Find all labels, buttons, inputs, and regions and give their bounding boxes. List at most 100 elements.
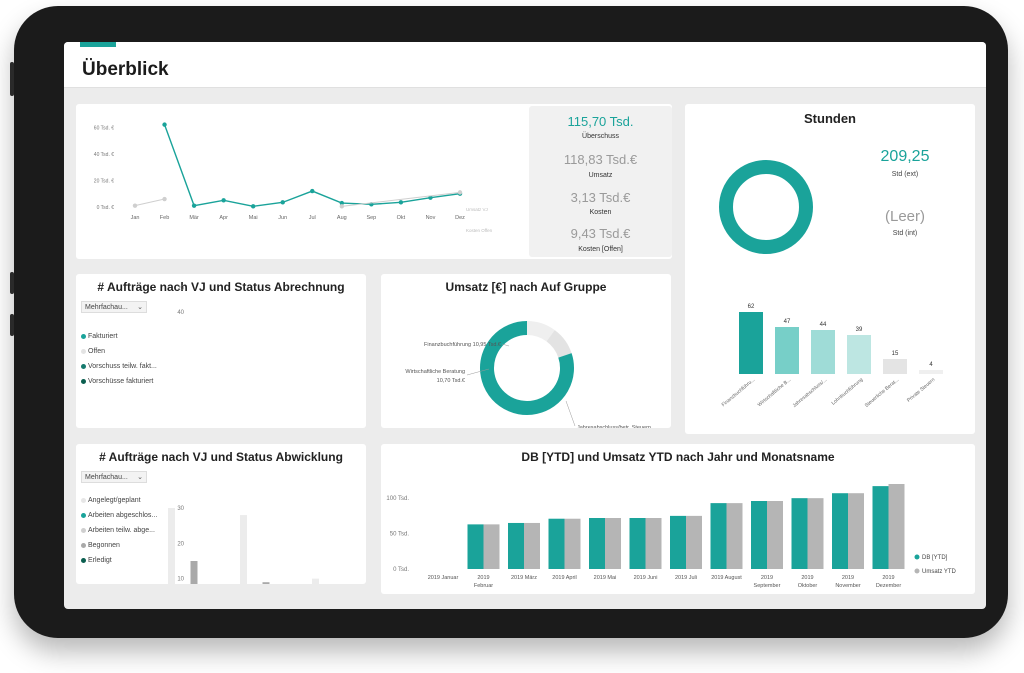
x-tick-label: Dezember	[876, 583, 902, 589]
umsatz-gruppe-title: Umsatz [€] nach Auf Gruppe	[445, 280, 607, 294]
leader-line	[501, 343, 510, 347]
db-ytd-bar	[710, 503, 727, 569]
y-tick-label: 0 Tsd. €	[97, 205, 115, 211]
legend-item[interactable]: Angelegt/geplant	[81, 497, 141, 504]
legend-item[interactable]: Begonnen	[81, 542, 120, 549]
x-tick-label: 2019 Juli	[675, 575, 697, 581]
x-tick-label: 2019	[477, 575, 489, 581]
stunden-int-value: (Leer)	[884, 208, 925, 225]
data-point	[191, 203, 197, 208]
db-ytd-bar	[589, 518, 605, 569]
x-tick-label: Okt	[397, 215, 406, 221]
abrechnung-filter-dropdown[interactable]: Mehrfachau... ⌄	[81, 301, 147, 313]
x-tick-label: Jan	[131, 215, 140, 221]
data-point	[162, 122, 167, 127]
abrechnung-bar-chart[interactable]: 02040201920202021	[156, 274, 366, 428]
side-button	[10, 62, 14, 96]
data-point	[339, 204, 345, 209]
legend-item[interactable]: Arbeiten abgeschlos...	[81, 512, 157, 519]
page-title: Überblick	[82, 59, 169, 80]
data-point	[280, 200, 285, 205]
stunden-ext-label: Std (ext)	[891, 171, 919, 178]
stunden-bar	[775, 327, 799, 374]
kpi-umsatz-value: 118,83 Tsd.€	[563, 152, 638, 167]
umsatz-ytd-bar	[483, 524, 500, 569]
monthly-line-chart[interactable]: 0 Tsd. € 20 Tsd. € 40 Tsd. € 60 Tsd. € Jan Fe…	[76, 104, 526, 259]
kpi-umsatz-label: Umsatz	[588, 172, 613, 179]
data-point	[457, 190, 463, 195]
overview-line-card[interactable]: 0 Tsd. € 20 Tsd. € 40 Tsd. € 60 Tsd. € Jan Fe…	[76, 104, 672, 259]
legend-item[interactable]: Vorschuss teilw. fakt...	[81, 363, 157, 370]
x-tick-label: 2019	[761, 575, 773, 581]
top-bar: Überblick	[64, 42, 986, 88]
x-tick-label: Lohnbuchführung	[831, 377, 865, 407]
umsatz-gruppe-donut[interactable]: Finanzbuchführung 10,95 Tsd.€ Wirtschaftl…	[381, 274, 671, 428]
db-umsatz-ytd-title: DB [YTD] und Umsatz YTD nach Jahr und Mo…	[521, 450, 835, 464]
data-label: 39	[856, 327, 863, 333]
pie-slice	[480, 321, 574, 415]
data-point	[132, 203, 138, 208]
data-point	[310, 188, 315, 194]
umsatz-ytd-bar	[807, 498, 824, 569]
x-tick-label: Apr	[219, 215, 228, 221]
legend-item[interactable]: Erledigt	[81, 557, 112, 564]
kpi-kosten-offen-value: 9,43 Tsd.€	[570, 226, 631, 241]
tablet-frame: Überblick 0 Tsd. € 20 Tsd. € 40 Tsd. € 60 T…	[10, 6, 1008, 638]
legend-item[interactable]: Vorschüsse fakturiert	[81, 378, 153, 385]
x-tick-label: 2019	[882, 575, 894, 581]
db-umsatz-ytd-card[interactable]: DB [YTD] und Umsatz YTD nach Jahr und Mo…	[381, 444, 975, 594]
accent-bar	[80, 42, 116, 47]
x-tick-label: 2019 Mai	[594, 575, 617, 581]
x-tick-label: Wirtschaftliche B...	[757, 377, 793, 408]
kpi-ueberschuss-label: Überschuss	[582, 133, 619, 140]
abwicklung-filter-dropdown[interactable]: Mehrfachau... ⌄	[81, 471, 147, 483]
data-label: 62	[748, 304, 755, 310]
data-label: 44	[820, 322, 827, 328]
x-tick-label: 2019 August	[711, 575, 742, 581]
legend-item[interactable]: Arbeiten teilw. abge...	[81, 527, 155, 534]
slice-value: 10,70 Tsd.€	[437, 378, 465, 384]
abrechnung-title: # Aufträge nach VJ und Status Abrechnung	[97, 280, 345, 294]
bar	[262, 582, 270, 584]
x-tick-label: 2019 Januar	[428, 575, 459, 581]
series-label: Umsatz VJ	[466, 207, 488, 212]
abwicklung-card[interactable]: # Aufträge nach VJ und Status Abwicklung…	[76, 444, 366, 584]
x-tick-label: Nov	[426, 215, 436, 221]
x-tick-label: 2019 April	[552, 575, 576, 581]
x-tick-label: September	[754, 583, 781, 589]
legend-item[interactable]: Offen	[81, 348, 105, 355]
y-tick-label: 10	[177, 577, 184, 583]
pie-slice	[546, 330, 572, 358]
x-tick-label: 2019 März	[511, 575, 537, 581]
db-umsatz-ytd-chart[interactable]: 0 Tsd. 50 Tsd. 100 Tsd. 2019 Januar 2019 Febr…	[381, 444, 975, 594]
stunden-bar	[919, 370, 943, 374]
series-line-2	[134, 198, 165, 207]
stunden-donut[interactable]	[711, 152, 821, 262]
x-tick-label: Mai	[249, 215, 258, 221]
umsatz-gruppe-card[interactable]: Umsatz [€] nach Auf Gruppe Finanzbuchfüh…	[381, 274, 671, 428]
abwicklung-bar-chart[interactable]: 0102030201920202021	[156, 444, 366, 584]
abrechnung-filter-value: Mehrfachau...	[85, 304, 128, 311]
stunden-bar-chart[interactable]: 62 Finanzbuchführu... 47 Wirtschaftliche B.…	[685, 292, 975, 432]
umsatz-ytd-bar	[726, 503, 743, 569]
bar	[312, 578, 319, 584]
x-tick-label: November	[835, 583, 861, 589]
data-point	[162, 196, 167, 202]
slice-label: Finanzbuchführung 10,95 Tsd.€	[424, 342, 501, 348]
legend-item[interactable]: Fakturiert	[81, 333, 118, 340]
x-tick-label: Private Steuern	[906, 377, 936, 404]
db-ytd-bar	[832, 493, 848, 569]
slice-label: Wirtschaftliche Beratung	[405, 369, 465, 375]
stunden-card[interactable]: Stunden 209,25 Std (ext) (Leer) Std (int…	[685, 104, 975, 434]
db-ytd-bar	[467, 524, 484, 569]
stunden-bar	[847, 335, 871, 374]
umsatz-ytd-bar	[645, 518, 662, 569]
chevron-down-icon: ⌄	[137, 474, 143, 481]
series-label: Kosten Offen	[466, 228, 493, 233]
pie-slice	[526, 321, 555, 342]
dashboard-screen: Überblick 0 Tsd. € 20 Tsd. € 40 Tsd. € 60 T…	[64, 42, 986, 609]
y-tick-label: 100 Tsd.	[386, 496, 409, 502]
abrechnung-card[interactable]: # Aufträge nach VJ und Status Abrechnung…	[76, 274, 366, 428]
y-tick-label: 40	[177, 310, 184, 316]
data-point	[339, 200, 345, 206]
